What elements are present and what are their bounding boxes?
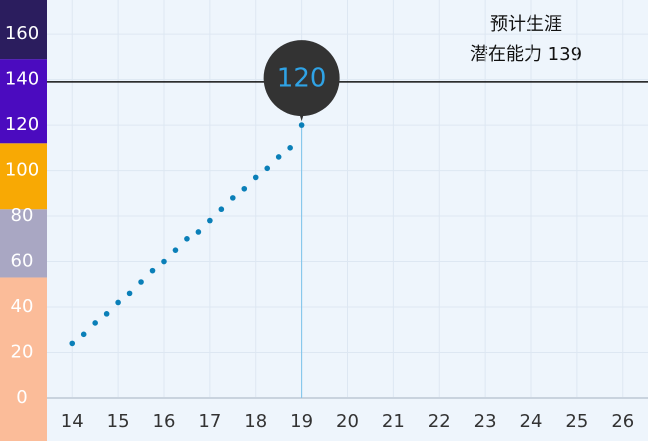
data-dot bbox=[207, 217, 213, 224]
data-dot bbox=[287, 145, 293, 151]
x-tick-label: 23 bbox=[474, 411, 497, 432]
y-tick-label: 120 bbox=[5, 114, 39, 135]
x-tick-label: 18 bbox=[244, 411, 267, 432]
x-tick-label: 14 bbox=[61, 411, 84, 432]
callout-bubble bbox=[263, 40, 340, 117]
data-dot bbox=[184, 236, 190, 242]
x-tick-label: 24 bbox=[520, 411, 543, 432]
x-tick-label: 26 bbox=[611, 411, 634, 432]
data-dot bbox=[92, 320, 98, 326]
data-dot bbox=[230, 195, 236, 201]
x-tick-label: 20 bbox=[336, 411, 359, 432]
data-dot bbox=[80, 331, 87, 338]
data-dot bbox=[252, 174, 259, 181]
y-tick-label: 20 bbox=[11, 342, 34, 363]
data-dot bbox=[149, 267, 156, 274]
y-tick-label: 40 bbox=[11, 296, 34, 317]
rating-band bbox=[0, 0, 47, 60]
data-dot bbox=[115, 299, 121, 306]
x-tick-label: 15 bbox=[107, 411, 130, 432]
data-dot bbox=[195, 229, 202, 235]
x-tick-label: 21 bbox=[382, 411, 405, 432]
data-dot bbox=[161, 258, 167, 265]
data-dot bbox=[126, 290, 133, 297]
chart-title: 预计生涯 bbox=[490, 14, 562, 35]
y-tick-label: 0 bbox=[16, 387, 27, 408]
x-tick-label: 16 bbox=[153, 411, 176, 432]
data-dot bbox=[275, 154, 282, 160]
data-dot bbox=[138, 279, 144, 285]
x-tick-label: 22 bbox=[428, 411, 451, 432]
y-tick-label: 80 bbox=[11, 205, 34, 226]
rating-band bbox=[0, 143, 47, 210]
rating-band bbox=[0, 209, 47, 278]
data-dot bbox=[241, 185, 248, 192]
rating-band bbox=[0, 277, 47, 441]
x-tick-label: 19 bbox=[290, 411, 313, 432]
x-tick-label: 17 bbox=[198, 411, 221, 432]
data-dot bbox=[69, 340, 76, 347]
data-dot bbox=[298, 122, 305, 128]
potential-annotation: 潜在能力 139 bbox=[470, 44, 582, 65]
callout-value: 120 bbox=[277, 64, 327, 94]
x-tick-label: 25 bbox=[565, 411, 588, 432]
data-dot bbox=[172, 247, 179, 253]
y-tick-label: 60 bbox=[11, 251, 34, 272]
y-tick-label: 100 bbox=[5, 160, 39, 181]
y-tick-label: 160 bbox=[5, 23, 39, 44]
data-dot bbox=[264, 165, 271, 172]
y-tick-label: 140 bbox=[5, 69, 39, 90]
rating-band bbox=[0, 59, 47, 144]
data-dot bbox=[218, 206, 225, 213]
data-dot bbox=[103, 311, 110, 317]
